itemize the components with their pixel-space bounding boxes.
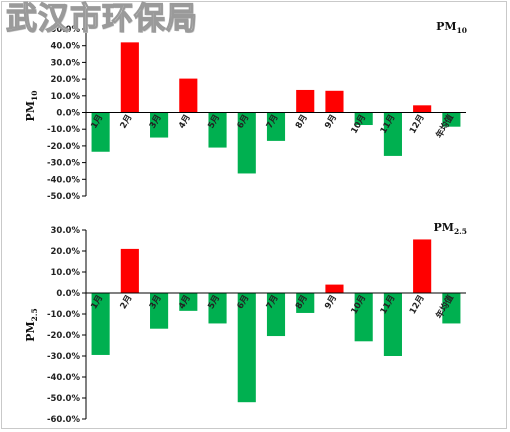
watermark-logo: 武汉市环保局 (5, 1, 198, 37)
pm25-category-label: 2月 (119, 294, 135, 311)
pm10-bar-1 (91, 112, 110, 152)
pm25-bar-3 (150, 293, 169, 329)
pm10-y-tick-label: -30.0% (47, 159, 80, 169)
pm10-bar-10 (354, 112, 373, 126)
pm10-bar-7 (266, 112, 286, 141)
pm10-category-label: 12月 (408, 113, 427, 136)
pm10-y-tick-label: -50.0% (47, 192, 80, 202)
pm25-chart: 30.0% 20.0% 10.0% 0.0% -10.0% -20.0% -30.0% -40… (24, 221, 467, 425)
pm25-y-tick-label: 20.0% (51, 247, 81, 257)
pm25-y-axis-label: PM2.5 (24, 308, 39, 342)
pm10-bar-13 (442, 112, 461, 127)
pm10-y-tick-label: -20.0% (47, 142, 80, 152)
pm10-y-tick-label: 50.0% (51, 25, 81, 35)
pm25-y-tick-label: -50.0% (47, 394, 80, 404)
pm25-bar-6 (237, 293, 256, 403)
pm10-bar-9 (325, 90, 344, 113)
pm25-y-tick-label: -10.0% (47, 310, 80, 320)
pm25-bar-13 (442, 293, 461, 324)
pm25-bar-10 (354, 293, 373, 342)
pm10-y-tick-label: 40.0% (51, 42, 81, 52)
pm10-bar-2 (120, 42, 139, 113)
pm25-bar-4 (179, 293, 198, 311)
pm25-bar-12 (413, 239, 432, 293)
pm10-y-tick-label: -10.0% (47, 125, 80, 135)
pm10-category-label: 8月 (294, 113, 310, 130)
pm10-chart: 50.0% 40.0% 30.0% 20.0% 10.0% 0.0% -10.0% -20.0… (24, 20, 467, 202)
pm25-bar-9 (325, 284, 344, 293)
pm25-category-label: 12月 (408, 294, 427, 317)
pm25-y-tick-label: -20.0% (47, 331, 80, 341)
pm25-y-tick-label: -40.0% (47, 373, 80, 383)
pm10-y-tick-label: 0.0% (56, 109, 80, 119)
pm10-y-tick-label: 30.0% (51, 58, 81, 68)
pm10-category-label: 9月 (323, 113, 339, 130)
pm10-bar-11 (383, 112, 402, 156)
pm10-chart-title: PM10 (436, 20, 467, 35)
pm10-y-tick-label: 20.0% (51, 75, 81, 85)
pm25-chart-title: PM2.5 (433, 221, 467, 236)
pm10-bar-12 (413, 105, 432, 113)
pm25-y-tick-label: -30.0% (47, 352, 80, 362)
pm10-bar-6 (237, 112, 256, 174)
pm25-bar-2 (120, 248, 139, 293)
pm25-y-tick-label: -60.0% (47, 415, 80, 425)
pm25-bar-7 (266, 293, 286, 337)
pm10-bar-3 (150, 112, 169, 138)
pm10-category-label: 2月 (119, 113, 135, 130)
pm25-y-tick-label: 10.0% (51, 268, 81, 278)
pm25-y-tick-label: 30.0% (51, 226, 81, 236)
pm10-y-axis-label: PM10 (24, 91, 39, 122)
pm10-bar-4 (179, 78, 198, 113)
pm10-y-tick-label: -40.0% (47, 175, 80, 185)
pm25-category-label: 9月 (323, 294, 339, 311)
pm25-y-tick-label: 0.0% (56, 289, 80, 299)
pm10-category-label: 4月 (177, 113, 193, 130)
pm10-bar-5 (208, 112, 227, 148)
pm10-y-tick-label: 10.0% (51, 92, 81, 102)
pm25-bar-8 (296, 293, 315, 313)
pm10-bar-8 (296, 89, 315, 113)
pm25-bar-11 (383, 293, 402, 356)
pm25-bar-1 (91, 293, 110, 355)
pm25-bar-5 (208, 293, 227, 324)
